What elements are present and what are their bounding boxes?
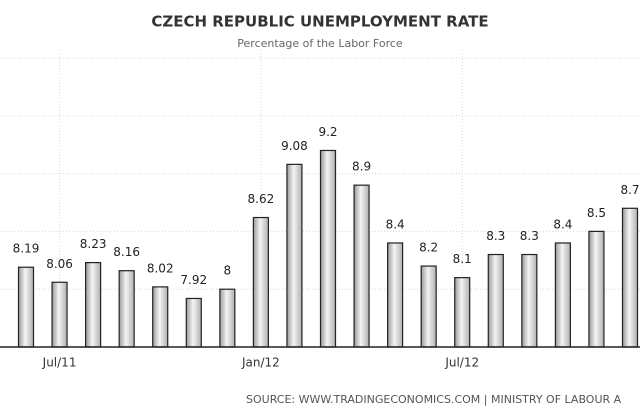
value-label: 8.2 [419, 241, 438, 255]
bar [152, 286, 169, 348]
value-label: 8.9 [352, 160, 371, 174]
bar [252, 216, 269, 348]
value-label: 8 [224, 264, 232, 278]
bar [286, 163, 303, 348]
bar [51, 281, 68, 348]
bar [487, 253, 504, 348]
value-label: 8.19 [13, 242, 40, 256]
bar [353, 184, 370, 348]
bar [17, 266, 35, 348]
value-label: 8.7 [620, 183, 639, 197]
source-note: SOURCE: WWW.TRADINGECONOMICS.COM | MINIS… [246, 393, 622, 406]
value-label: 8.06 [46, 257, 73, 271]
value-label: 8.62 [248, 192, 275, 206]
bar [454, 277, 471, 348]
value-label: 8.02 [147, 261, 174, 275]
value-label: 8.23 [80, 237, 107, 251]
bar [521, 253, 538, 348]
value-label: 8.4 [553, 217, 572, 231]
bar [85, 262, 102, 348]
bar [387, 242, 404, 348]
bar [588, 230, 605, 348]
value-label: 9.08 [281, 139, 308, 153]
value-label: 8.1 [453, 252, 472, 266]
value-label: 8.3 [520, 229, 539, 243]
bar [554, 242, 571, 348]
value-label: 8.5 [587, 206, 606, 220]
bar [185, 297, 202, 348]
bar [621, 207, 639, 348]
x-tick-label: Jul/11 [42, 356, 77, 370]
value-label: 8.4 [386, 217, 405, 231]
bar [420, 265, 437, 348]
value-label: 7.92 [180, 273, 207, 287]
bar [319, 149, 337, 348]
bar [118, 270, 135, 348]
bar [219, 288, 236, 348]
value-label: 9.2 [318, 125, 337, 139]
value-label: 8.3 [486, 229, 505, 243]
value-label: 8.16 [113, 245, 140, 259]
chart-subtitle: Percentage of the Labor Force [237, 37, 403, 50]
x-tick-label: Jul/12 [444, 356, 479, 370]
chart-title: CZECH REPUBLIC UNEMPLOYMENT RATE [151, 13, 488, 31]
x-tick-label: Jan/12 [241, 356, 280, 370]
